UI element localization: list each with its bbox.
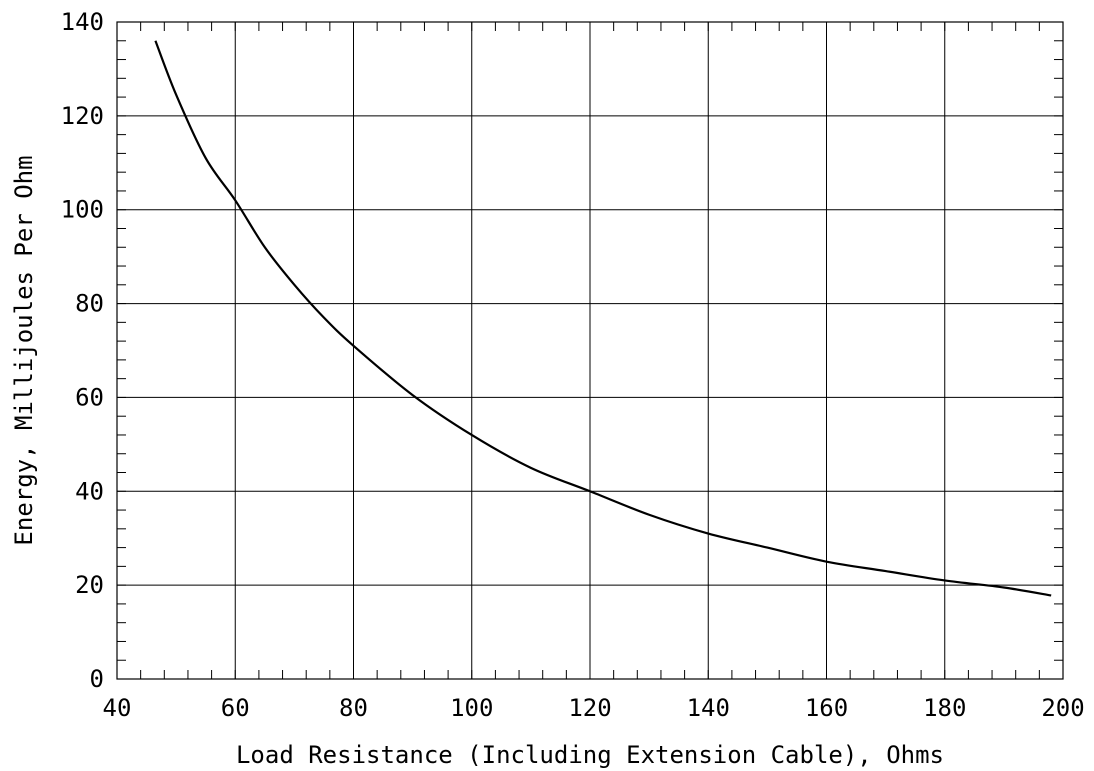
y-tick-label: 20 xyxy=(75,571,104,599)
x-tick-label: 60 xyxy=(221,694,250,722)
plot-frame xyxy=(116,21,1064,680)
y-tick-labels: 0 20 40 60 80 100 120 140 xyxy=(61,8,104,693)
x-tick-label: 200 xyxy=(1041,694,1084,722)
grid-lines xyxy=(116,21,1064,680)
y-tick-label: 60 xyxy=(75,383,104,411)
x-tick-label: 100 xyxy=(450,694,493,722)
x-tick-labels: 40 60 80 100 120 140 160 180 200 xyxy=(103,694,1085,722)
series-layer xyxy=(154,40,1052,597)
y-tick-label: 100 xyxy=(61,196,104,224)
minor-ticks xyxy=(116,21,1064,680)
x-tick-label: 40 xyxy=(103,694,132,722)
y-tick-label: 40 xyxy=(75,477,104,505)
y-axis-title: Energy, Millijoules Per Ohm xyxy=(10,155,38,545)
x-axis-title: Load Resistance (Including Extension Cab… xyxy=(236,741,944,769)
x-tick-label: 140 xyxy=(687,694,730,722)
y-tick-label: 120 xyxy=(61,102,104,130)
x-tick-label: 120 xyxy=(568,694,611,722)
y-tick-label: 0 xyxy=(90,665,104,693)
series-line xyxy=(154,40,1052,597)
y-tick-label: 140 xyxy=(61,8,104,36)
x-tick-label: 80 xyxy=(339,694,368,722)
x-tick-label: 160 xyxy=(805,694,848,722)
x-tick-label: 180 xyxy=(923,694,966,722)
y-tick-label: 80 xyxy=(75,290,104,318)
